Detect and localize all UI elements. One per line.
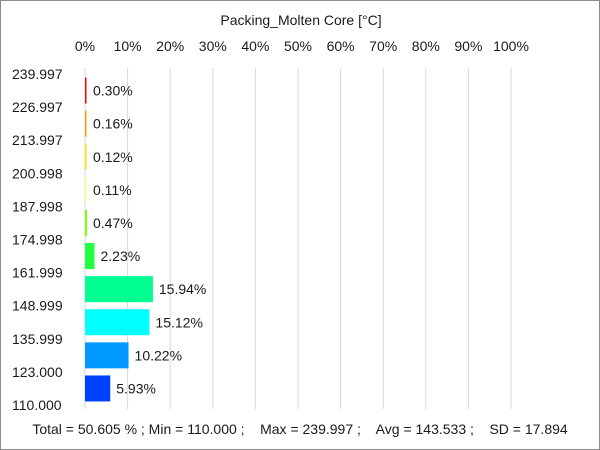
bin-edge-label: 239.997 xyxy=(12,66,63,82)
histogram-bar xyxy=(85,176,87,203)
bin-edge-label: 123.000 xyxy=(12,364,63,380)
x-tick-label: 100% xyxy=(493,38,529,54)
histogram-bar xyxy=(85,375,111,402)
x-tick-label: 50% xyxy=(284,38,312,54)
bar-value-label: 2.23% xyxy=(100,248,140,264)
x-tick-label: 20% xyxy=(156,38,184,54)
bin-edge-label: 161.999 xyxy=(12,265,63,281)
x-tick-label: 90% xyxy=(454,38,482,54)
histogram-bar xyxy=(85,276,153,303)
x-tick-label: 10% xyxy=(114,38,142,54)
x-tick-label: 60% xyxy=(327,38,355,54)
bin-edge-label: 148.999 xyxy=(12,298,63,314)
chart-title: Packing_Molten Core [°C] xyxy=(220,12,381,28)
grid-lines xyxy=(84,68,512,409)
x-tick-label: 70% xyxy=(369,38,397,54)
bar-value-label: 0.16% xyxy=(93,116,133,132)
histogram-bar xyxy=(85,77,87,104)
histogram-bar xyxy=(85,243,95,270)
bin-edge-labels: 239.997 226.997 213.997 200.998 187.998 174.9… xyxy=(12,66,63,413)
histogram-bar xyxy=(85,209,88,236)
histogram-bar xyxy=(85,342,129,369)
bin-edge-label: 213.997 xyxy=(12,132,63,148)
bar-value-label: 15.12% xyxy=(155,314,202,330)
bar-value-label: 5.93% xyxy=(116,380,156,396)
histogram-bar xyxy=(85,110,87,137)
bin-edge-label: 200.998 xyxy=(12,165,63,181)
x-tick-label: 40% xyxy=(241,38,269,54)
bin-edge-label: 174.998 xyxy=(12,232,63,248)
bar-value-labels: 0.30% 0.16% 0.12% 0.11% 0.47% 2.23% 15.94% 15.1… xyxy=(93,83,206,397)
bar-value-label: 15.94% xyxy=(159,281,206,297)
bar-value-label: 0.12% xyxy=(93,149,133,165)
bin-edge-label: 187.998 xyxy=(12,198,63,214)
x-axis-tick-labels: 0% 10% 20% 30% 40% 50% 60% 70% 80% 90% 100% xyxy=(75,38,529,54)
x-tick-label: 0% xyxy=(75,38,95,54)
bin-edge-label: 135.999 xyxy=(12,331,63,347)
histogram-bars xyxy=(85,77,153,402)
histogram-bar xyxy=(85,309,150,336)
x-tick-label: 30% xyxy=(199,38,227,54)
histogram-bar xyxy=(85,143,87,170)
bar-value-label: 10.22% xyxy=(135,347,182,363)
bar-value-label: 0.47% xyxy=(93,215,133,231)
statistics-summary: Total = 50.605 % ; Min = 110.000 ; Max =… xyxy=(32,421,568,437)
x-tick-label: 80% xyxy=(412,38,440,54)
bin-edge-label: 226.997 xyxy=(12,99,63,115)
bin-edge-label: 110.000 xyxy=(12,397,62,413)
bar-value-label: 0.30% xyxy=(93,83,133,99)
bar-value-label: 0.11% xyxy=(93,182,132,198)
